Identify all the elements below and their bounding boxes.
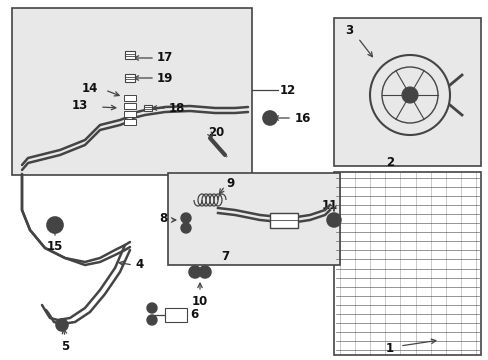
Bar [12,8,251,175]
Bar [124,119,136,125]
Text: 2: 2 [385,156,393,168]
Circle shape [181,213,191,223]
Bar [125,51,135,59]
Text: 5: 5 [61,340,69,353]
Text: 11: 11 [321,198,337,212]
Text: 7: 7 [221,251,228,264]
Text: 17: 17 [157,50,173,63]
Circle shape [56,319,68,331]
Bar [124,111,136,117]
Text: 13: 13 [72,99,88,112]
Bar [124,95,136,101]
Circle shape [147,315,157,325]
Circle shape [263,111,276,125]
Bar [168,173,339,265]
Circle shape [199,266,210,278]
Text: 6: 6 [190,309,198,321]
Circle shape [189,266,201,278]
Text: 16: 16 [294,112,311,125]
Text: 14: 14 [82,81,98,95]
Bar [269,213,297,228]
Circle shape [401,87,417,103]
Text: 1: 1 [385,342,393,355]
Text: 19: 19 [157,72,173,85]
Circle shape [47,217,63,233]
Text: 18: 18 [169,102,185,114]
Bar [164,308,186,322]
Circle shape [147,303,157,313]
Circle shape [326,213,340,227]
Bar [125,74,135,82]
Text: 20: 20 [207,126,224,139]
Text: 8: 8 [160,212,168,225]
Bar [143,105,152,111]
Bar [333,18,480,166]
Text: 15: 15 [47,240,63,253]
Text: 4: 4 [135,258,143,271]
Text: 9: 9 [225,176,234,189]
Circle shape [181,223,191,233]
Text: 10: 10 [191,295,208,308]
Bar [333,172,480,355]
Bar [124,103,136,109]
Text: 3: 3 [345,23,352,36]
Text: 12: 12 [280,84,296,96]
